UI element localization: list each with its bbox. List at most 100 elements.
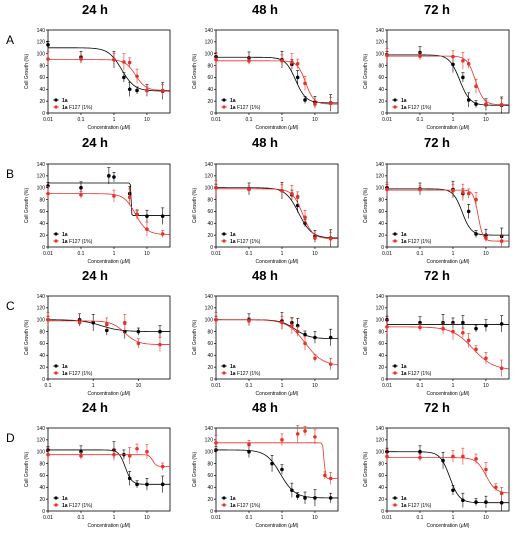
data-point: [135, 482, 139, 487]
y-tick-label: 20: [39, 497, 45, 503]
data-point: [328, 362, 333, 366]
data-point: [127, 87, 132, 92]
data-point: [105, 328, 109, 333]
x-tick-label: 1: [113, 117, 116, 123]
data-point: [451, 188, 455, 193]
data-point: [145, 214, 149, 218]
y-axis-label: Cell Growth (%): [24, 188, 30, 224]
data-point: [499, 102, 504, 107]
panel-title: 24 h: [82, 135, 108, 150]
legend-entry: 1a: [401, 496, 407, 502]
data-point: [214, 185, 218, 190]
x-tick-label: 1: [452, 251, 455, 257]
data-point: [451, 329, 455, 334]
plot-frame: [386, 29, 510, 114]
fit-curve-2: [216, 60, 339, 105]
data-point: [280, 467, 284, 472]
data-point: [441, 458, 445, 463]
x-tick-label: 1: [281, 117, 284, 123]
fit-curve-2: [387, 326, 510, 370]
x-tick-label: 1: [281, 383, 284, 389]
row-label-A: A: [6, 33, 14, 47]
plot-frame: [47, 163, 171, 248]
fit-curve-1: [48, 47, 171, 92]
data-point: [145, 227, 149, 232]
legend-entry: 1a: [62, 496, 68, 502]
y-axis-label: Cell Growth (%): [24, 452, 30, 488]
data-point: [474, 232, 478, 236]
data-point: [474, 84, 478, 89]
data-point: [247, 449, 251, 454]
fit-curve-2: [48, 193, 171, 235]
legend-entry: 1a F127 (1%): [230, 105, 261, 111]
data-point: [484, 323, 488, 328]
y-tick-label: 120: [205, 40, 214, 46]
y-tick-label: 100: [376, 52, 385, 58]
data-point: [328, 476, 333, 481]
data-point: [145, 449, 149, 454]
data-point: [474, 326, 478, 331]
y-tick-label: 40: [378, 353, 384, 359]
x-tick-label: 10: [136, 383, 142, 389]
y-axis-label: Cell Growth (%): [24, 320, 30, 356]
data-point: [295, 61, 300, 66]
y-tick-label: 20: [207, 99, 213, 105]
y-tick-label: 140: [205, 426, 214, 432]
x-axis-label: Concentration (μM): [256, 391, 299, 397]
y-tick-label: 20: [207, 233, 213, 239]
data-point: [466, 209, 471, 214]
y-tick-label: 40: [207, 87, 213, 93]
fit-curve-1: [387, 451, 509, 504]
legend-entry: 1a: [230, 496, 236, 502]
y-tick-label: 20: [378, 497, 384, 503]
x-tick-label: 0.01: [211, 117, 221, 123]
data-point: [313, 335, 317, 340]
y-tick-label: 60: [207, 473, 213, 479]
y-tick-label: 80: [378, 63, 384, 69]
data-point: [247, 319, 251, 323]
y-tick-label: 140: [37, 294, 46, 300]
data-point: [160, 232, 165, 236]
x-tick-label: 0.01: [382, 383, 392, 389]
x-tick-label: 0.1: [417, 383, 424, 389]
panel-D-3: 72 h 0 20 40 60 80 100 120 140 0.01 0.1 1 10 Concentr…: [363, 400, 510, 529]
y-tick-label: 140: [205, 294, 214, 300]
data-point: [303, 332, 307, 337]
y-tick-label: 120: [37, 40, 46, 46]
x-tick-label: 10: [144, 117, 150, 123]
data-point: [214, 448, 218, 452]
y-tick-label: 20: [207, 497, 213, 503]
data-point: [158, 342, 162, 347]
x-tick-label: 1: [281, 251, 284, 257]
data-point: [451, 454, 455, 459]
data-point: [112, 194, 116, 198]
fit-curve-2: [48, 454, 170, 467]
x-tick-label: 1: [113, 251, 116, 257]
panel-title: 48 h: [252, 400, 278, 415]
y-tick-label: 120: [376, 438, 385, 444]
x-tick-label: 0.1: [246, 117, 253, 123]
x-axis-label: Concentration (μM): [88, 259, 131, 265]
data-point: [484, 467, 488, 472]
y-tick-label: 140: [205, 162, 214, 168]
legend-entry: 1a: [401, 232, 407, 238]
y-tick-label: 0: [381, 377, 384, 383]
y-tick-label: 0: [381, 245, 384, 251]
data-point: [214, 441, 218, 445]
data-point: [303, 496, 307, 500]
data-point: [474, 457, 478, 461]
data-point: [91, 320, 96, 325]
x-tick-label: 10: [483, 515, 489, 521]
data-point: [290, 191, 294, 196]
x-tick-label: 0.1: [417, 251, 424, 257]
data-point: [280, 59, 284, 63]
data-point: [79, 57, 83, 61]
fit-curve-2: [387, 457, 510, 494]
data-point: [313, 496, 317, 500]
panel-C-3: 72 h 0 20 40 60 80 100 120 140 0.01 0.1 1 10 Concentr…: [363, 268, 510, 397]
fit-curve-2: [48, 59, 171, 91]
x-tick-label: 10: [144, 515, 150, 521]
y-tick-label: 140: [37, 426, 46, 432]
y-tick-label: 0: [42, 111, 45, 117]
y-tick-label: 120: [37, 438, 46, 444]
